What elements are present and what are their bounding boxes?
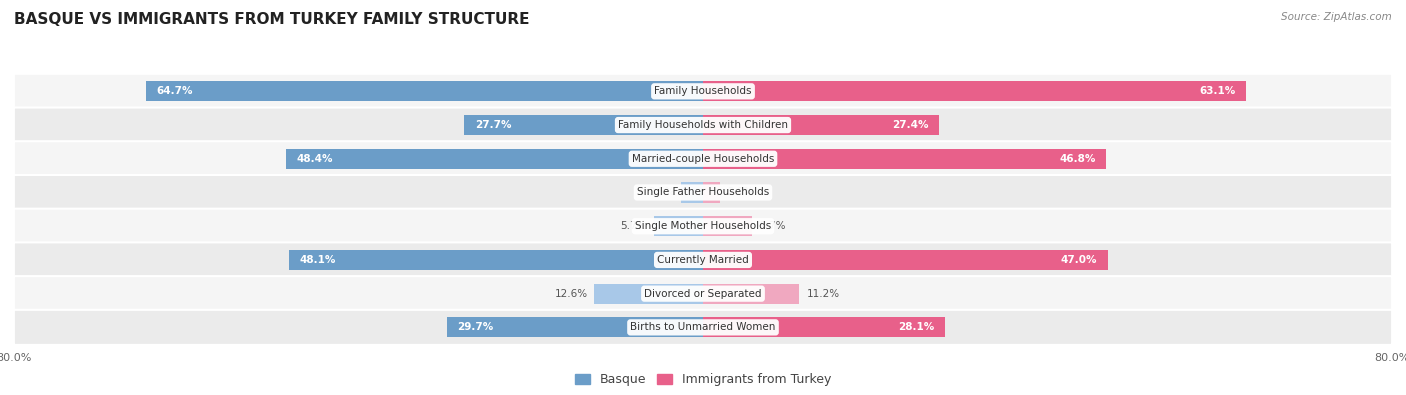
Bar	[287, 149, 703, 169]
Text: Married-couple Households: Married-couple Households	[631, 154, 775, 164]
Text: 46.8%: 46.8%	[1059, 154, 1095, 164]
Bar	[703, 81, 1246, 102]
Text: 2.5%: 2.5%	[648, 188, 675, 198]
Text: 11.2%: 11.2%	[807, 289, 839, 299]
Text: 27.7%: 27.7%	[475, 120, 512, 130]
FancyBboxPatch shape	[14, 209, 1392, 244]
Text: 64.7%: 64.7%	[156, 87, 193, 96]
Bar	[703, 216, 752, 236]
Text: Source: ZipAtlas.com: Source: ZipAtlas.com	[1281, 12, 1392, 22]
Bar	[654, 216, 703, 236]
Text: Single Father Households: Single Father Households	[637, 188, 769, 198]
Text: Currently Married: Currently Married	[657, 255, 749, 265]
Bar	[595, 284, 703, 304]
Bar	[288, 250, 703, 270]
Text: 29.7%: 29.7%	[457, 322, 494, 332]
FancyBboxPatch shape	[14, 310, 1392, 345]
Text: 48.4%: 48.4%	[297, 154, 333, 164]
Text: 5.7%: 5.7%	[620, 221, 647, 231]
Bar	[464, 115, 703, 135]
Bar	[703, 115, 939, 135]
FancyBboxPatch shape	[14, 141, 1392, 176]
Text: 28.1%: 28.1%	[898, 322, 935, 332]
Bar	[703, 284, 800, 304]
Bar	[703, 182, 720, 203]
Bar	[146, 81, 703, 102]
Bar	[703, 149, 1107, 169]
Bar	[703, 250, 1108, 270]
Text: 48.1%: 48.1%	[299, 255, 336, 265]
Text: Births to Unmarried Women: Births to Unmarried Women	[630, 322, 776, 332]
Text: BASQUE VS IMMIGRANTS FROM TURKEY FAMILY STRUCTURE: BASQUE VS IMMIGRANTS FROM TURKEY FAMILY …	[14, 12, 530, 27]
Text: Family Households with Children: Family Households with Children	[619, 120, 787, 130]
Text: 47.0%: 47.0%	[1062, 255, 1098, 265]
Text: Divorced or Separated: Divorced or Separated	[644, 289, 762, 299]
FancyBboxPatch shape	[14, 74, 1392, 109]
Text: 27.4%: 27.4%	[893, 120, 928, 130]
Text: Single Mother Households: Single Mother Households	[636, 221, 770, 231]
Text: Family Households: Family Households	[654, 87, 752, 96]
Text: 63.1%: 63.1%	[1199, 87, 1236, 96]
Text: 5.7%: 5.7%	[759, 221, 786, 231]
Legend: Basque, Immigrants from Turkey: Basque, Immigrants from Turkey	[569, 368, 837, 391]
FancyBboxPatch shape	[14, 175, 1392, 210]
FancyBboxPatch shape	[14, 107, 1392, 143]
FancyBboxPatch shape	[14, 276, 1392, 311]
Bar	[682, 182, 703, 203]
Bar	[703, 317, 945, 337]
Text: 12.6%: 12.6%	[554, 289, 588, 299]
Bar	[447, 317, 703, 337]
Text: 2.0%: 2.0%	[727, 188, 754, 198]
FancyBboxPatch shape	[14, 243, 1392, 277]
